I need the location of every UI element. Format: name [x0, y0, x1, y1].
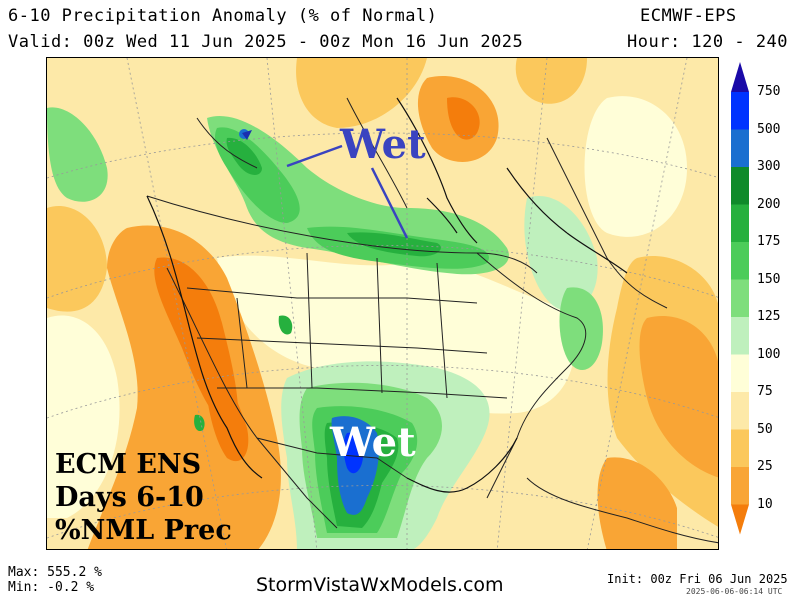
legend-label: 100 — [757, 346, 781, 362]
legend-label: 75 — [757, 384, 773, 399]
legend-top-arrow — [731, 62, 749, 92]
near-normal-region — [217, 255, 575, 414]
legend-bottom-arrow — [731, 504, 749, 535]
annotation-arrows — [286, 144, 409, 239]
legend-colorbar — [731, 62, 749, 535]
init-time: Init: 00z Fri 06 Jun 2025 — [607, 572, 788, 586]
model-name: ECMWF-EPS — [640, 6, 737, 26]
legend-label: 25 — [757, 459, 773, 474]
forecast-hours: Hour: 120 - 240 — [627, 32, 789, 52]
legend-label: 10 — [757, 496, 773, 512]
website-label: StormVistaWxModels.com — [256, 574, 504, 596]
legend-label: 175 — [757, 234, 781, 249]
wet-canada-region — [207, 116, 509, 275]
min-value: Min: -0.2 % — [8, 580, 95, 595]
legend-label: 125 — [757, 309, 781, 324]
legend-label: 500 — [757, 121, 781, 137]
max-value: Max: 555.2 % — [8, 565, 102, 580]
wet-south-label: Wet — [329, 419, 416, 466]
legend-swatch — [731, 279, 749, 317]
legend-swatch — [731, 467, 749, 505]
valid-period: Valid: 00z Wed 11 Jun 2025 - 00z Mon 16 … — [8, 32, 524, 52]
legend-label: 50 — [757, 421, 773, 437]
info-box-line-1: ECM ENS — [55, 449, 201, 480]
wet-north-label: Wet — [339, 121, 426, 168]
legend-swatch — [731, 317, 749, 355]
legend-swatch — [731, 129, 749, 167]
info-box-line-3: %NML Prec — [55, 515, 232, 546]
legend-swatch — [731, 354, 749, 392]
legend-swatch — [731, 392, 749, 430]
legend-swatch — [731, 429, 749, 467]
legend-label: 150 — [757, 271, 781, 287]
legend-label: 750 — [757, 84, 781, 99]
legend-swatch — [731, 242, 749, 280]
political-borders — [146, 97, 718, 544]
legend-label: 200 — [757, 196, 781, 212]
legend-swatch — [731, 92, 749, 130]
coastlines — [146, 97, 628, 493]
render-timestamp: 2025-06-06-06:14 UTC — [686, 587, 783, 596]
dry-arctic-region — [296, 58, 427, 128]
legend-swatch — [731, 204, 749, 242]
legend-label: 300 — [757, 159, 781, 174]
info-box-line-2: Days 6-10 — [55, 482, 204, 513]
dry-west-region — [87, 225, 281, 549]
legend-swatch — [731, 167, 749, 205]
map-title: 6-10 Precipitation Anomaly (% of Normal) — [8, 6, 438, 26]
graticule — [47, 58, 718, 549]
precip-anomaly-map: Wet Wet ECM ENS Days 6-10 %NML Prec — [46, 57, 719, 550]
